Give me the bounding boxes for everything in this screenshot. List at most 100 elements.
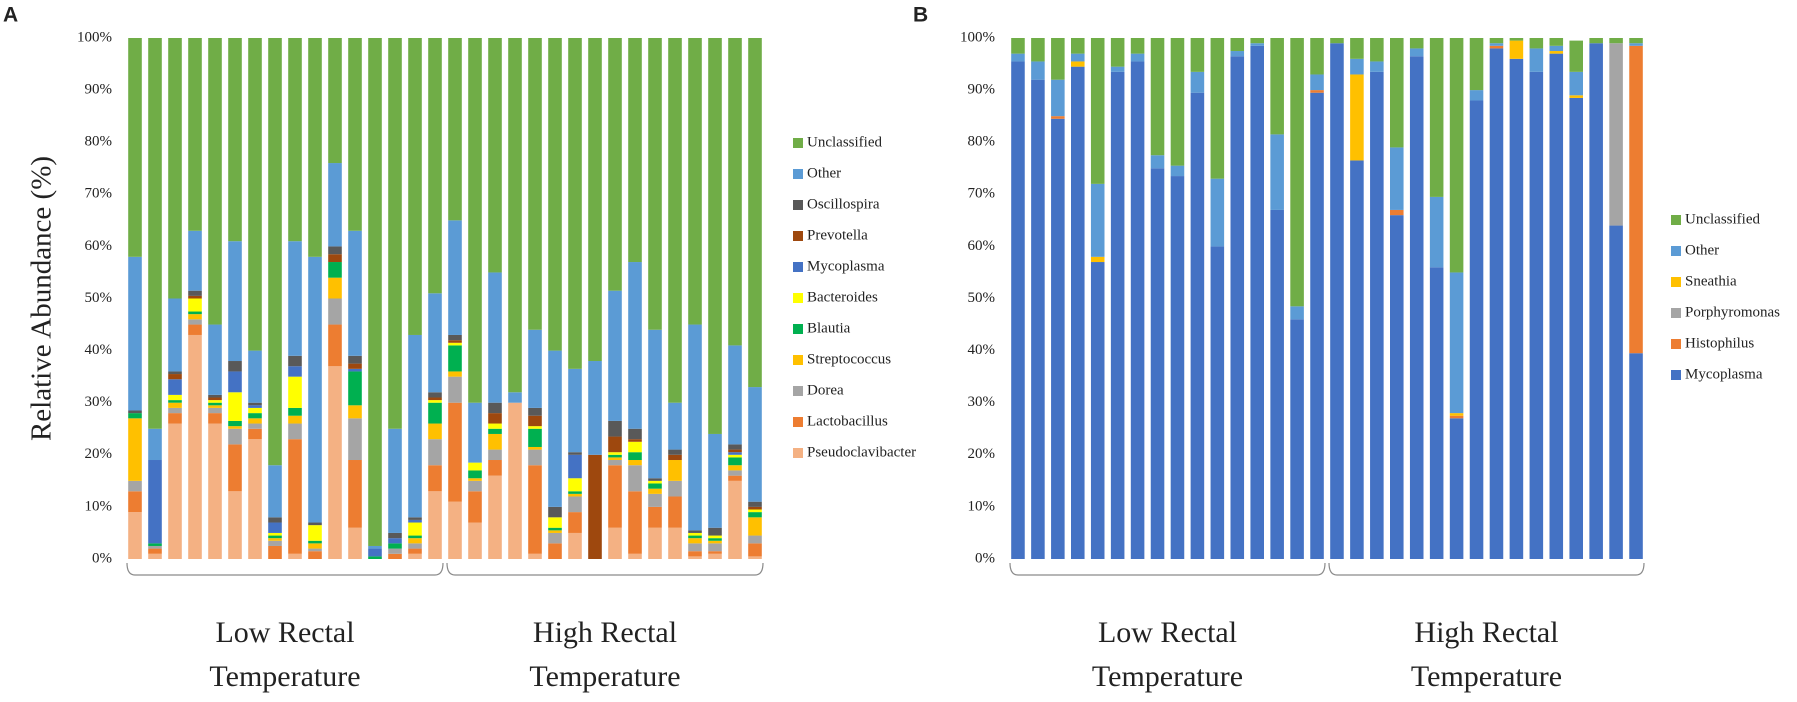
bar-segment [468, 478, 482, 481]
y-tick-label: 50% [968, 290, 996, 306]
bar-segment [388, 543, 402, 549]
bar-segment [268, 535, 282, 539]
bar-segment [1350, 160, 1364, 559]
bar-segment [708, 535, 722, 539]
bar-segment [608, 460, 622, 466]
bar-segment [548, 38, 562, 351]
legend-label: Oscillospira [807, 196, 880, 212]
bar-segment [348, 371, 362, 406]
bar-segment [488, 475, 502, 559]
bar-segment [708, 553, 722, 559]
bar-segment [1090, 38, 1105, 184]
bar-segment [1409, 38, 1424, 49]
bar-segment [748, 512, 762, 518]
legend-swatch [1671, 246, 1681, 256]
bar-segment [508, 392, 522, 403]
bar-segment [748, 506, 762, 510]
bar-segment [1071, 66, 1085, 559]
bar-segment [188, 311, 202, 315]
bar-segment [1310, 92, 1324, 559]
y-tick-label: 20% [968, 446, 996, 462]
group-label-box: High Rectal Temperature [529, 616, 680, 693]
bar-segment [668, 460, 682, 481]
bar-segment [188, 230, 202, 291]
bar-segment [688, 530, 702, 533]
bar-segment [268, 540, 282, 546]
bar-segment [588, 454, 602, 559]
bar-segment [1110, 66, 1125, 72]
bar-segment [528, 465, 542, 554]
bar-segment [148, 38, 162, 429]
bar-segment [728, 475, 742, 481]
bar-segment [268, 545, 282, 559]
bar-segment [248, 413, 262, 419]
bar-segment [1509, 58, 1524, 560]
bar-segment [1090, 183, 1105, 257]
bar-segment [408, 538, 422, 544]
bar-segment [468, 522, 482, 559]
bar-segment [728, 465, 742, 471]
bar-segment [428, 400, 442, 403]
bar-segment [1330, 38, 1344, 44]
bar-segment [468, 402, 482, 463]
bar-segment [708, 540, 722, 544]
bar-segment [1090, 256, 1105, 263]
bar-segment [1051, 38, 1065, 80]
bar-segment [1509, 40, 1524, 59]
bar-segment [208, 397, 222, 401]
bar-segment [608, 465, 622, 528]
legend-label: Sneathia [1685, 273, 1737, 289]
bar-segment [728, 470, 742, 476]
bar-segment [328, 298, 342, 325]
bar-segment [548, 543, 562, 559]
bar-segment [408, 519, 422, 523]
bar-segment [1031, 38, 1045, 62]
bar-segment [628, 452, 642, 461]
bar-segment [468, 480, 482, 492]
bar-segment [348, 368, 362, 372]
bar-segment [528, 407, 542, 416]
y-tick-label: 50% [85, 290, 113, 306]
bar-segment [628, 439, 642, 442]
bar-segment [1370, 71, 1384, 560]
bar-segment [568, 38, 582, 369]
bar-segment [568, 478, 582, 492]
bar-segment [568, 491, 582, 494]
bar-segment [368, 545, 382, 549]
bar-segment [688, 551, 702, 557]
bar-segment [148, 460, 162, 544]
bar-segment [228, 444, 242, 492]
bar-segment [488, 423, 502, 429]
bar-segment [1230, 38, 1245, 52]
bar-segment [368, 38, 382, 546]
bar-segment [1609, 43, 1623, 226]
bar-segment [728, 345, 742, 445]
bar-segment [608, 420, 622, 437]
bar-segment [1130, 53, 1145, 62]
group-label-box: High Rectal Temperature [1411, 616, 1562, 693]
bar-segment [1629, 43, 1643, 46]
group-label: Low Rectal Temperature [1091, 616, 1244, 693]
bar-segment [528, 449, 542, 466]
bar-segment [568, 368, 582, 453]
bar-segment [528, 415, 542, 427]
bar-segment [188, 298, 202, 312]
bar-segment [608, 452, 622, 455]
bar-segment [428, 402, 442, 424]
bar-segment [748, 387, 762, 502]
bar-segment [668, 527, 682, 559]
legend-swatch [1671, 339, 1681, 349]
bar-segment [1549, 45, 1564, 52]
bar-segment [1549, 53, 1564, 559]
bar-segment [1569, 97, 1583, 559]
bar-segment [628, 441, 642, 453]
bar-segment [1469, 90, 1484, 101]
bar-segment [428, 439, 442, 466]
bar-segment [208, 400, 222, 403]
bar-segment [1250, 38, 1264, 44]
y-tick-label: 30% [968, 394, 996, 410]
bar-segment [1469, 100, 1484, 560]
bar-segment [1150, 38, 1165, 156]
bar-segment [228, 361, 242, 372]
bar-segment [1210, 178, 1225, 247]
